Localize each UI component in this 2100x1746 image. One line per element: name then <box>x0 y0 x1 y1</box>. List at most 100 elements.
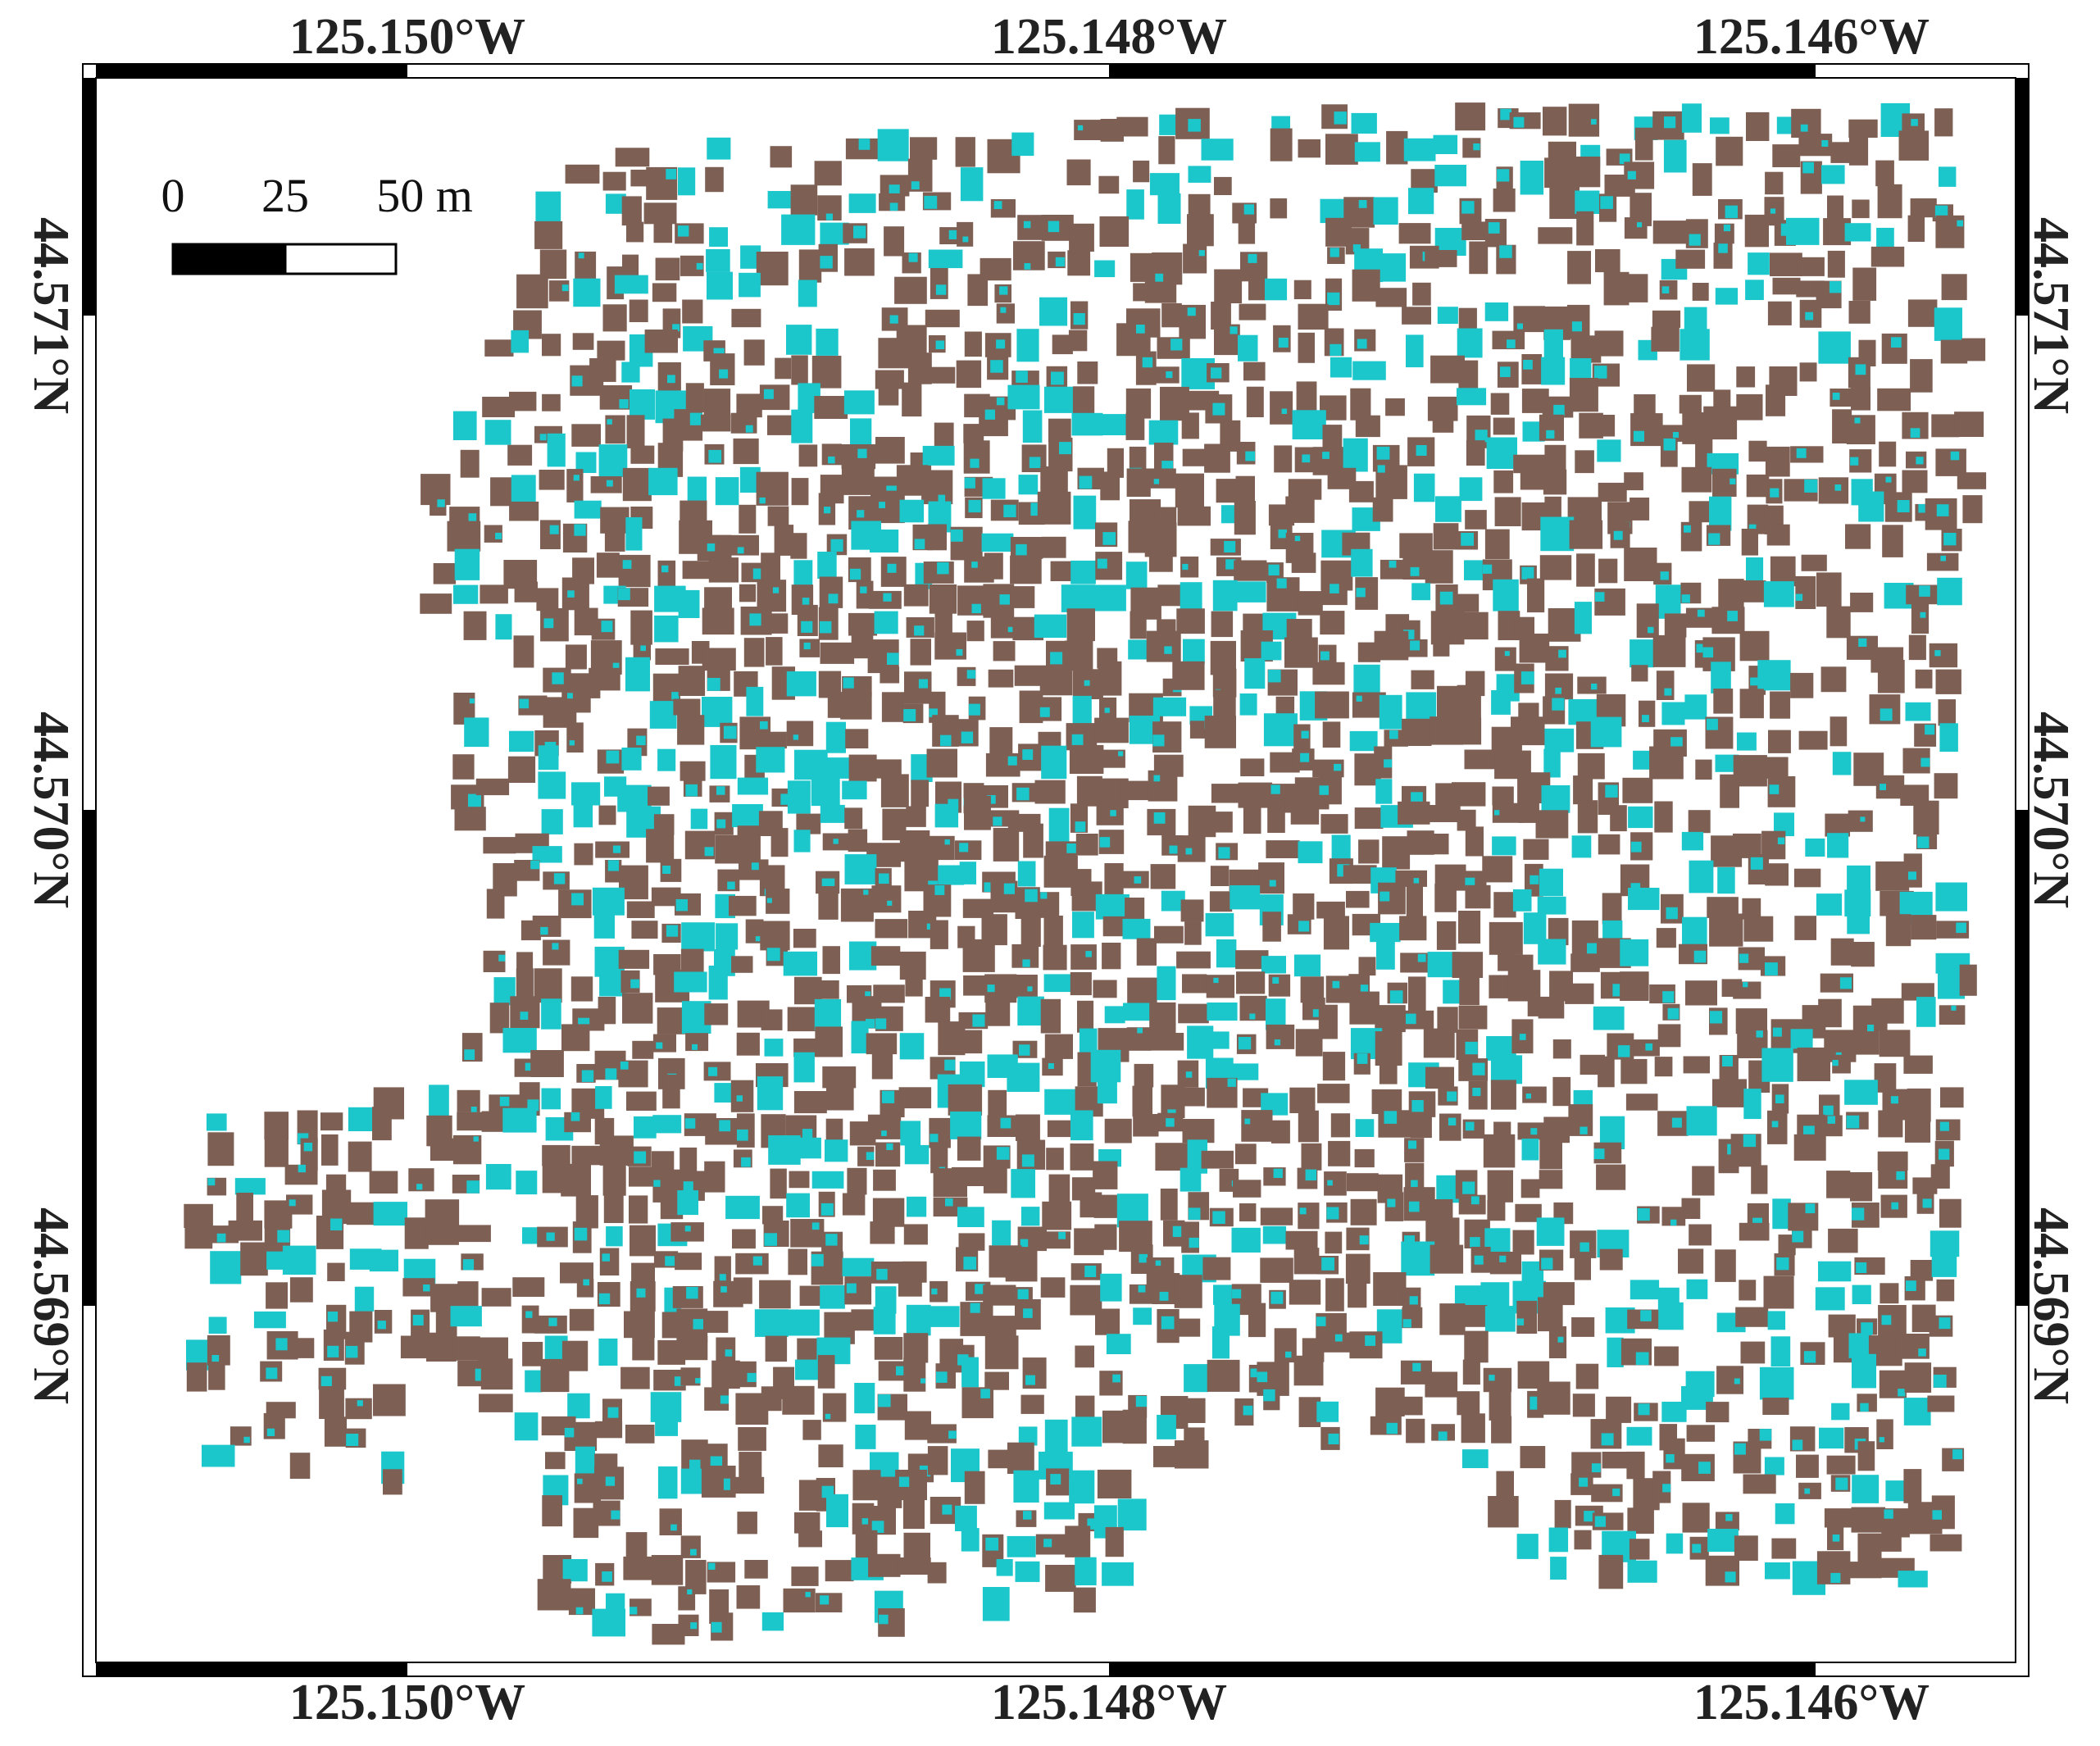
building-cyan-patch <box>1301 730 1309 739</box>
building-brown <box>1077 1000 1094 1033</box>
building-cyan <box>1072 912 1094 939</box>
building-cyan <box>511 330 530 353</box>
building-brown <box>561 1024 590 1052</box>
building-cyan-patch <box>468 513 477 521</box>
building-cyan-patch <box>929 708 938 717</box>
building-cyan-patch <box>1827 1116 1835 1124</box>
building-cyan-patch <box>1051 371 1064 385</box>
building-cyan <box>1207 1031 1230 1049</box>
building-cyan <box>1680 329 1710 361</box>
building-cyan-patch <box>1039 707 1050 717</box>
building-cyan <box>571 782 601 806</box>
building-brown <box>652 283 677 302</box>
building-cyan-patch <box>1153 812 1166 824</box>
building-cyan <box>786 1193 810 1218</box>
building-brown <box>603 1192 624 1223</box>
building-brown <box>1065 1525 1091 1557</box>
building-cyan-patch <box>473 1136 479 1142</box>
building-brown <box>1116 323 1151 357</box>
building-cyan <box>1484 302 1509 321</box>
building-brown <box>1577 753 1605 780</box>
building-brown <box>1375 1031 1402 1066</box>
building-brown <box>1915 669 1933 689</box>
building-cyan <box>1401 1241 1435 1276</box>
building-brown <box>898 1557 931 1575</box>
building-brown <box>1148 770 1178 802</box>
building-cyan <box>1689 860 1714 893</box>
building-cyan-patch <box>1248 253 1257 263</box>
building-brown <box>1930 1164 1950 1189</box>
building-brown <box>1459 975 1480 1006</box>
building-cyan <box>652 1115 682 1134</box>
building-brown <box>729 895 757 916</box>
building-brown <box>793 929 816 948</box>
building-brown <box>1522 1086 1547 1103</box>
building-brown <box>516 968 534 998</box>
building-cyan-patch <box>564 1427 575 1438</box>
building-brown <box>604 530 625 552</box>
building-cyan-patch <box>1155 1260 1161 1266</box>
building-brown <box>1675 249 1706 269</box>
building-cyan-patch <box>1386 1422 1398 1435</box>
building-cyan-patch <box>692 1044 698 1050</box>
building-brown <box>744 1560 768 1579</box>
building-cyan <box>1590 716 1622 748</box>
building-cyan <box>1818 1261 1852 1282</box>
building-cyan <box>1207 1003 1238 1021</box>
building-cyan-patch <box>1243 1405 1253 1416</box>
building-cyan <box>1821 165 1845 184</box>
building-cyan-patch <box>719 1274 726 1281</box>
building-brown <box>1877 388 1911 411</box>
building-cyan <box>793 1052 815 1083</box>
building-cyan <box>1239 693 1257 716</box>
building-brown <box>1713 242 1733 269</box>
building-cyan-patch <box>704 847 714 857</box>
building-brown <box>1520 1179 1540 1198</box>
building-brown <box>1851 387 1870 411</box>
building-cyan <box>429 1084 449 1116</box>
building-cyan-patch <box>1571 321 1582 332</box>
building-cyan-patch <box>469 698 475 704</box>
building-brown <box>1739 580 1766 602</box>
building-cyan <box>922 445 955 466</box>
building-cyan <box>657 1466 678 1499</box>
building-cyan-patch <box>903 709 916 721</box>
building-brown <box>1826 1171 1851 1198</box>
building-cyan-patch <box>1029 457 1041 468</box>
building-cyan <box>1157 966 1176 1001</box>
building-cyan <box>598 444 628 477</box>
building-cyan <box>1408 188 1434 215</box>
building-cyan <box>992 1220 1011 1246</box>
building-brown <box>1910 359 1933 393</box>
building-brown <box>1743 1474 1776 1494</box>
building-brown <box>799 1285 823 1306</box>
building-brown <box>791 355 808 385</box>
building-brown <box>457 1112 490 1131</box>
building-brown <box>590 476 622 493</box>
building-brown <box>1793 868 1821 888</box>
building-cyan-patch <box>755 936 761 942</box>
building-cyan-patch <box>764 1233 777 1246</box>
building-brown <box>1400 953 1434 973</box>
building-brown <box>1848 301 1870 324</box>
building-brown <box>957 221 974 247</box>
building-cyan-patch <box>1890 1096 1898 1104</box>
building-brown <box>1877 660 1905 693</box>
lon-label-bottom-2: 125.148°W <box>990 1675 1228 1730</box>
building-brown <box>1715 1249 1736 1282</box>
building-cyan <box>208 1316 227 1334</box>
building-brown <box>566 722 584 753</box>
frame-bar-bottom-2 <box>1109 1662 1816 1676</box>
building-cyan-patch <box>1918 1348 1926 1357</box>
building-cyan-patch <box>881 1090 895 1103</box>
building-brown <box>704 1161 725 1193</box>
building-cyan-patch <box>1326 1207 1339 1220</box>
building-brown <box>743 339 765 366</box>
building-brown <box>1132 1085 1152 1117</box>
building-cyan <box>900 1121 921 1146</box>
building-brown <box>789 1171 810 1189</box>
building-cyan-patch <box>720 1286 727 1293</box>
building-brown <box>1491 1416 1512 1444</box>
building-cyan-patch <box>725 1349 733 1357</box>
building-cyan-patch <box>1359 1235 1369 1245</box>
